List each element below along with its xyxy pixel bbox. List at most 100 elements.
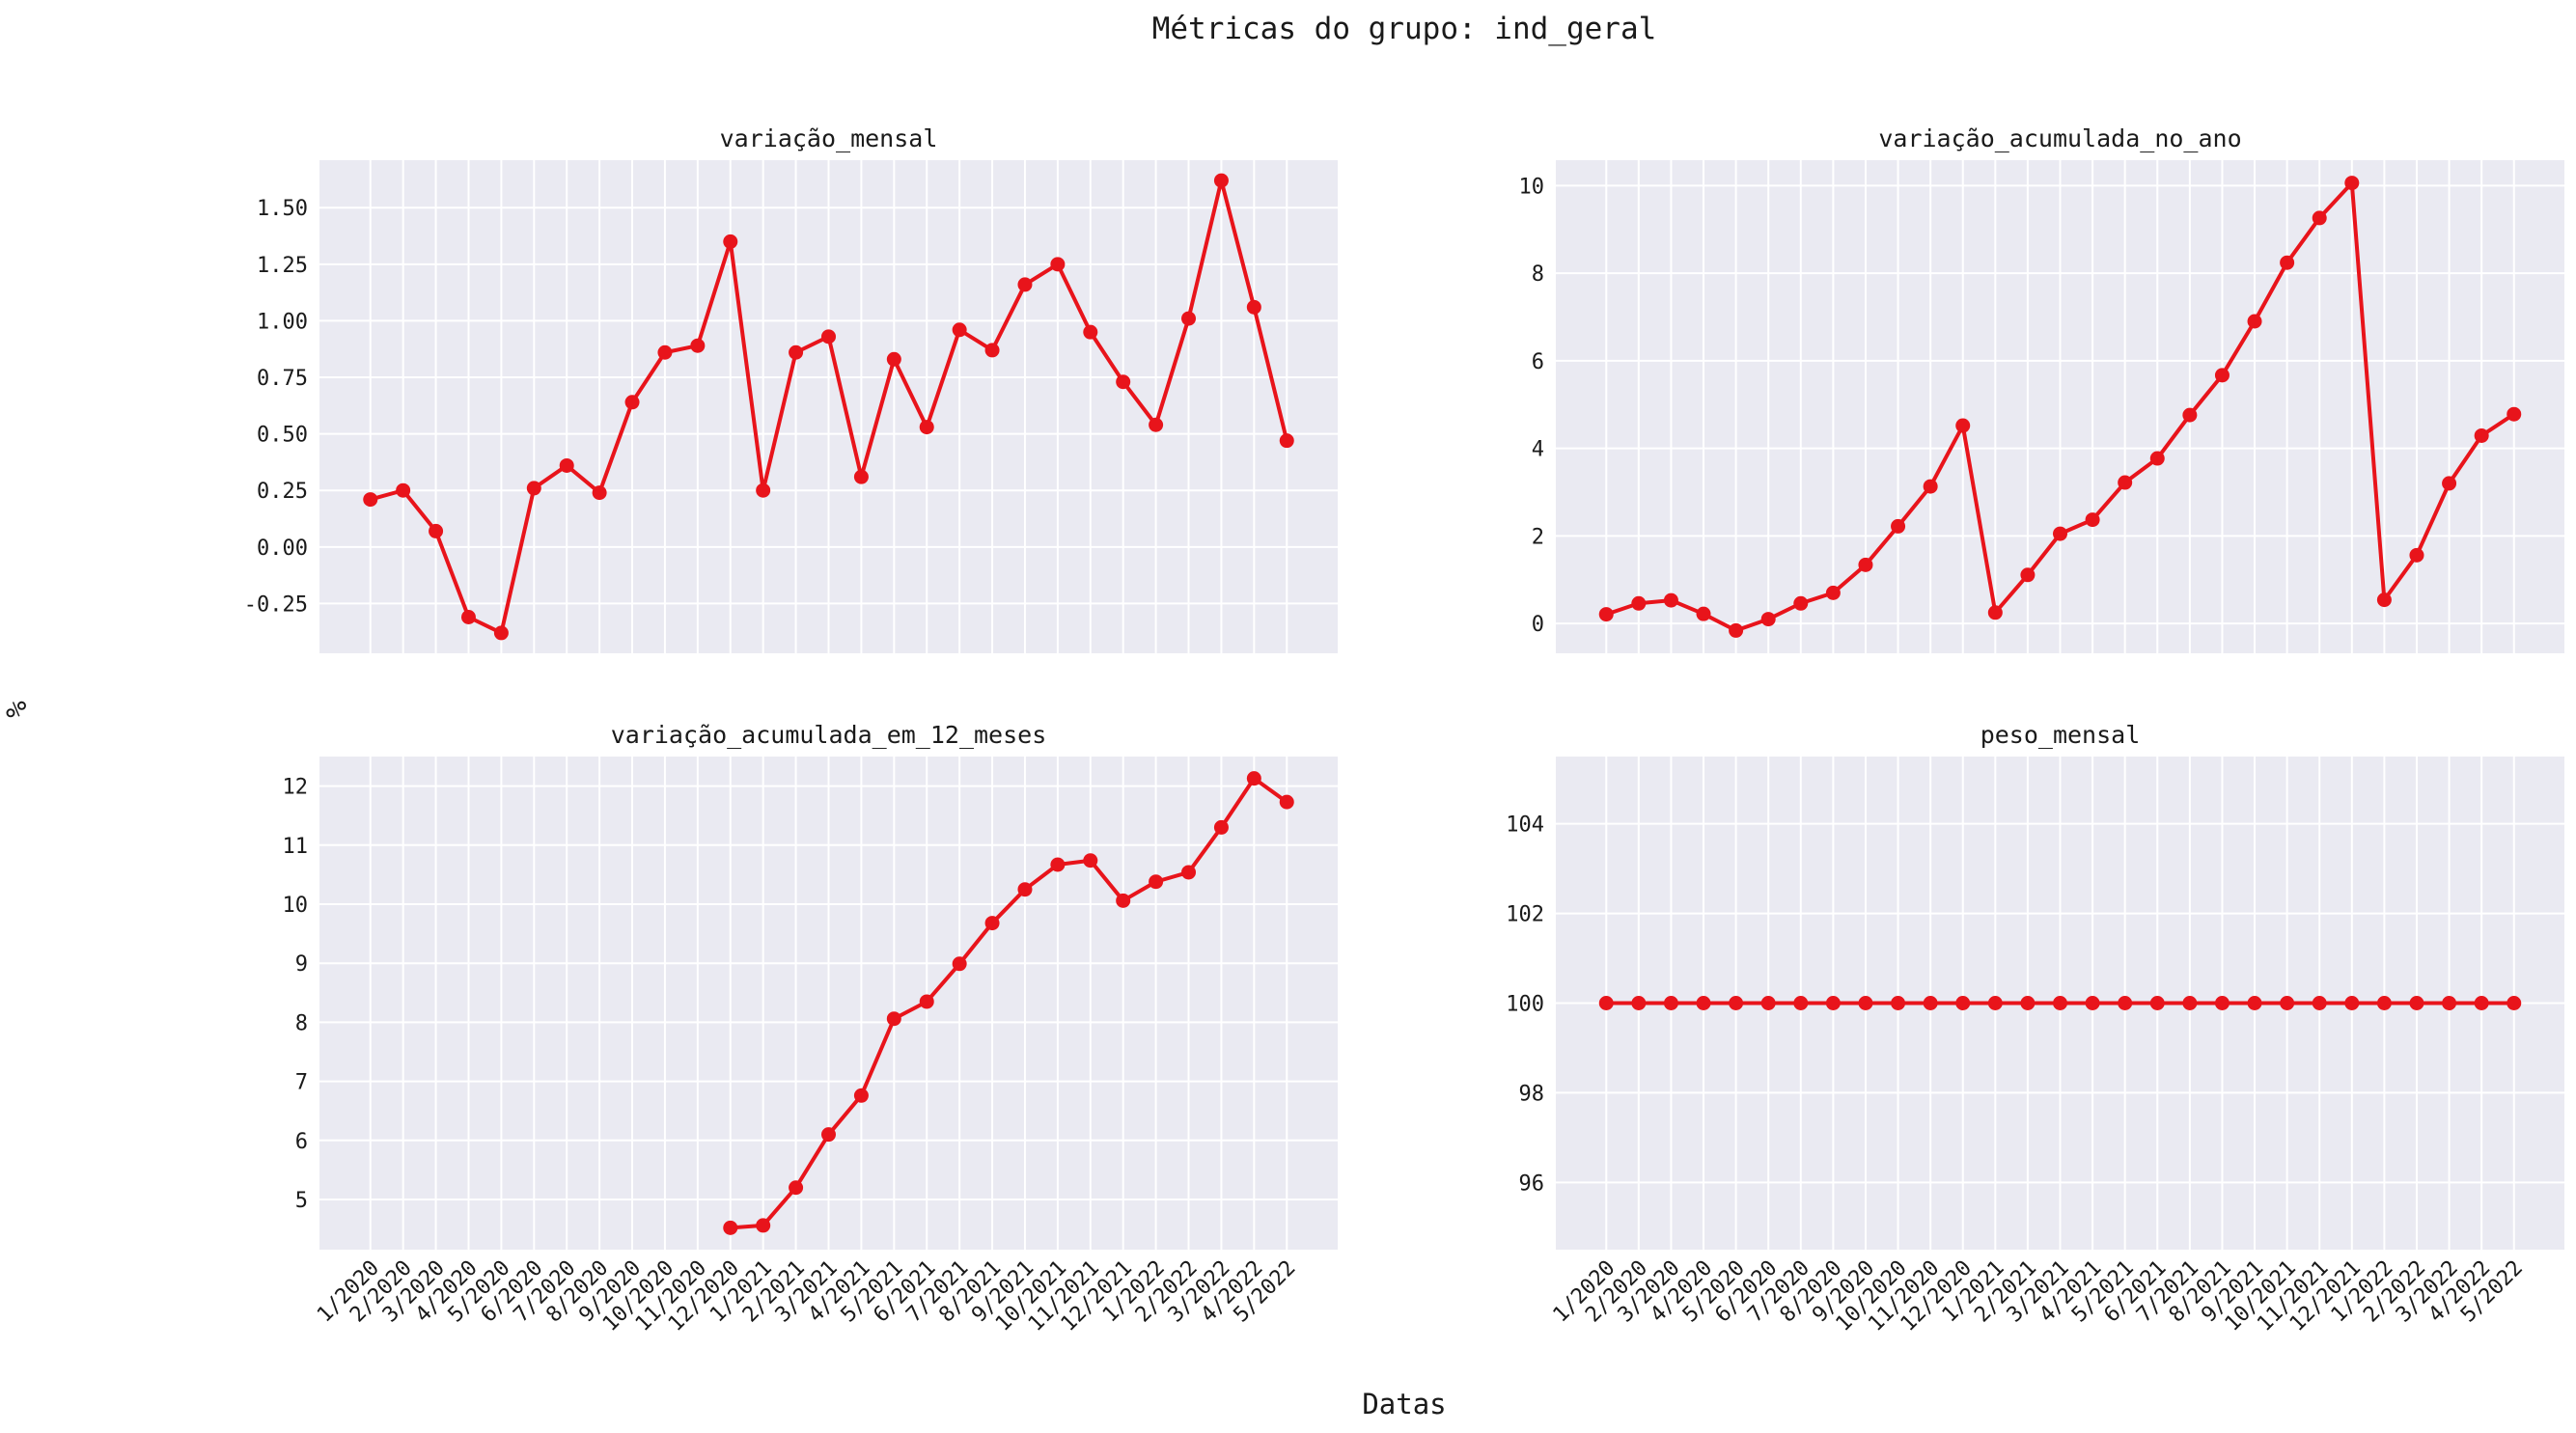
- data-point: [886, 1011, 901, 1027]
- data-point: [984, 343, 1000, 358]
- data-point: [2214, 996, 2230, 1010]
- data-point: [2118, 475, 2133, 490]
- y-tick-label: 1.25: [257, 254, 308, 278]
- data-point: [1116, 374, 1131, 390]
- y-tick-label: 11: [283, 835, 309, 859]
- y-tick-label: 104: [1506, 813, 1544, 838]
- y-tick-label: 1.50: [257, 197, 308, 221]
- data-point: [1246, 299, 1261, 315]
- data-point: [690, 338, 706, 353]
- data-point: [2376, 592, 2392, 608]
- data-point: [1825, 585, 1841, 600]
- data-point: [2020, 567, 2036, 583]
- data-point: [919, 994, 934, 1009]
- data-point: [1760, 612, 1776, 627]
- data-point: [821, 1127, 836, 1143]
- data-point: [2053, 996, 2067, 1010]
- data-point: [789, 344, 804, 360]
- data-point: [396, 482, 411, 498]
- data-point: [821, 329, 836, 344]
- data-point: [2312, 210, 2327, 226]
- y-tick-label: 12: [283, 776, 309, 800]
- subplot-3: 5 6 7 8 9 10 11 12 variação_acumulada_em_12_mese…: [283, 721, 1338, 1337]
- data-point: [1631, 595, 1647, 611]
- data-point: [1891, 518, 1906, 534]
- data-point: [1987, 996, 2003, 1010]
- data-point: [853, 469, 869, 484]
- data-point: [1213, 173, 1229, 188]
- data-point: [1923, 479, 1938, 494]
- data-point: [2280, 996, 2295, 1010]
- data-point: [1858, 996, 1873, 1010]
- data-point: [1181, 311, 1197, 326]
- data-point: [1083, 324, 1098, 340]
- data-point: [2085, 512, 2100, 528]
- subplot-title: variação_acumulada_no_ano: [1878, 124, 2241, 152]
- y-tick-label: 0.25: [257, 480, 308, 504]
- data-point: [2118, 996, 2133, 1010]
- data-point: [853, 1088, 869, 1103]
- data-point: [2507, 996, 2522, 1010]
- data-point: [2409, 996, 2424, 1010]
- y-tick-label: 2: [1532, 525, 1544, 549]
- data-point: [1793, 996, 1809, 1010]
- data-point: [1149, 874, 1164, 890]
- data-point: [1631, 996, 1647, 1010]
- data-point: [1083, 853, 1098, 868]
- data-point: [460, 609, 476, 624]
- data-point: [592, 485, 607, 501]
- data-point: [2182, 407, 2198, 423]
- data-point: [526, 481, 541, 496]
- figure-ylabel: %: [0, 701, 33, 717]
- data-point: [952, 956, 967, 972]
- data-point: [1050, 857, 1066, 872]
- data-point: [2214, 368, 2230, 383]
- data-point: [2344, 996, 2360, 1010]
- data-point: [2442, 996, 2457, 1010]
- data-point: [1696, 996, 1711, 1010]
- data-point: [756, 482, 771, 498]
- subplots: -0.25 0.00 0.25 0.50 0.75 1.00 1.25 1.50 variaçã…: [244, 124, 2564, 1337]
- subplot-title: variação_acumulada_em_12_meses: [611, 721, 1047, 749]
- data-point: [1017, 882, 1033, 897]
- y-tick-label: -0.25: [244, 592, 308, 617]
- data-point: [1696, 606, 1711, 621]
- data-point: [2149, 996, 2165, 1010]
- data-point: [1663, 592, 1678, 608]
- y-tick-label: 96: [1519, 1171, 1545, 1196]
- y-tick-label: 5: [295, 1189, 308, 1213]
- data-point: [1729, 996, 1744, 1010]
- data-point: [2149, 451, 2165, 466]
- data-point: [1891, 996, 1906, 1010]
- subplot-2: 0 2 4 6 8 10 variação_acumulada_no_ano: [1519, 124, 2564, 653]
- data-point: [2312, 996, 2327, 1010]
- y-tick-label: 102: [1506, 903, 1544, 927]
- y-tick-label: 7: [295, 1071, 308, 1095]
- figure-xlabel: Datas: [1362, 1388, 1446, 1420]
- y-tick-label: 6: [295, 1130, 308, 1154]
- y-tick-label: 0.00: [257, 537, 308, 561]
- y-tick-label: 4: [1532, 438, 1544, 462]
- data-point: [919, 420, 934, 435]
- y-tick-label: 100: [1506, 993, 1544, 1017]
- figure-suptitle: Métricas do grupo: ind_geral: [1152, 12, 1657, 46]
- data-point: [363, 492, 378, 508]
- y-tick-label: 10: [283, 894, 309, 918]
- data-point: [1181, 865, 1197, 880]
- y-tick-label: 98: [1519, 1082, 1545, 1106]
- data-point: [2376, 996, 2392, 1010]
- data-point: [1729, 622, 1744, 638]
- data-point: [1598, 607, 1614, 622]
- data-point: [1279, 794, 1294, 810]
- data-point: [1279, 433, 1294, 449]
- data-point: [1116, 893, 1131, 908]
- y-tick-label: 10: [1519, 175, 1545, 199]
- data-point: [1050, 257, 1066, 272]
- subplot-title: variação_mensal: [720, 124, 938, 152]
- data-point: [1663, 996, 1678, 1010]
- data-point: [2247, 996, 2262, 1010]
- data-point: [2474, 996, 2489, 1010]
- data-point: [559, 457, 574, 473]
- data-point: [723, 1220, 738, 1235]
